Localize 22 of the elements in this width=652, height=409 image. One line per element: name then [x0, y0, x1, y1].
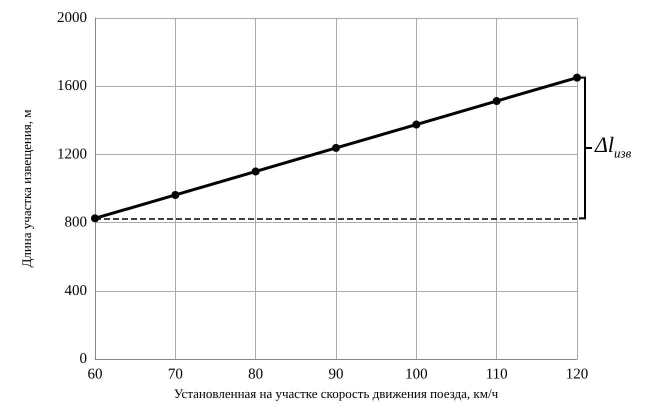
y-tick-label: 2000 [57, 10, 87, 26]
x-tick-label: 80 [248, 366, 264, 382]
point [171, 190, 180, 199]
x-tick-label: 70 [168, 366, 183, 382]
x-tick-label: 60 [88, 366, 102, 382]
x-tick-label: 100 [405, 366, 428, 382]
y-tick-label: 0 [80, 351, 87, 367]
y-tick-label: 800 [64, 214, 87, 231]
x-tick-label: 90 [328, 366, 344, 382]
y-axis-title: Длина участка извещения, м [19, 109, 34, 268]
y-tick-label: 400 [64, 282, 87, 299]
point [412, 120, 420, 129]
x-tick-label: 120 [566, 366, 588, 382]
x-tick-label: 110 [486, 366, 508, 382]
point [492, 97, 501, 106]
y-tick-label: 1600 [57, 78, 87, 94]
point [252, 167, 260, 176]
point [332, 144, 340, 152]
y-tick-label: 1200 [57, 146, 87, 162]
x-axis-title: Установленная на участке скорость движения поезда, км/ч [174, 386, 499, 401]
point [573, 74, 581, 82]
text: Δl$_{изв}$ [595, 132, 632, 162]
